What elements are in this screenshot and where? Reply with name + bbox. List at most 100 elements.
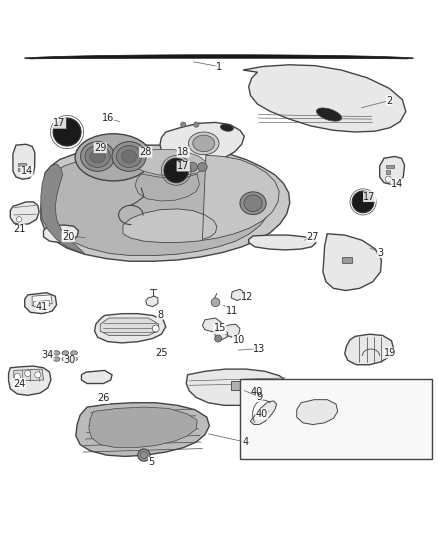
Circle shape	[14, 374, 20, 379]
Text: 34: 34	[42, 350, 54, 360]
Circle shape	[138, 449, 150, 461]
Bar	[18, 168, 26, 171]
Circle shape	[211, 298, 220, 306]
Text: 8: 8	[157, 310, 163, 319]
Polygon shape	[33, 301, 49, 306]
Text: 25: 25	[155, 348, 168, 358]
Ellipse shape	[244, 195, 262, 212]
Polygon shape	[41, 164, 85, 253]
Polygon shape	[215, 330, 228, 340]
Text: 17: 17	[364, 192, 376, 201]
Polygon shape	[160, 123, 244, 163]
Polygon shape	[25, 55, 413, 59]
Polygon shape	[123, 155, 279, 243]
Polygon shape	[249, 235, 316, 250]
Text: 11: 11	[226, 306, 238, 316]
Text: 30: 30	[64, 356, 76, 365]
Ellipse shape	[81, 142, 115, 171]
Ellipse shape	[173, 163, 185, 174]
Ellipse shape	[62, 357, 69, 361]
Polygon shape	[32, 295, 52, 306]
Text: 4: 4	[242, 437, 248, 447]
Polygon shape	[231, 289, 244, 301]
Circle shape	[385, 176, 392, 182]
Text: 17: 17	[177, 161, 189, 171]
Ellipse shape	[75, 134, 152, 181]
Polygon shape	[9, 366, 51, 395]
Text: 2: 2	[386, 95, 392, 106]
Bar	[18, 163, 26, 166]
Text: 13: 13	[253, 344, 265, 353]
Ellipse shape	[220, 124, 233, 131]
Ellipse shape	[90, 150, 105, 163]
Bar	[231, 381, 255, 390]
Circle shape	[215, 335, 222, 342]
Circle shape	[53, 118, 81, 146]
Ellipse shape	[193, 135, 215, 152]
Ellipse shape	[53, 357, 60, 361]
Circle shape	[164, 158, 188, 183]
Text: 19: 19	[384, 348, 396, 358]
Polygon shape	[81, 370, 112, 384]
Text: 26: 26	[97, 393, 110, 403]
Ellipse shape	[62, 351, 69, 355]
Ellipse shape	[187, 162, 198, 172]
Text: 10: 10	[233, 335, 245, 345]
Polygon shape	[89, 407, 197, 448]
Circle shape	[35, 372, 41, 378]
Polygon shape	[131, 145, 147, 153]
Text: 20: 20	[62, 232, 74, 242]
Polygon shape	[14, 369, 43, 381]
Text: 40: 40	[256, 409, 268, 419]
Polygon shape	[297, 400, 338, 425]
Text: 17: 17	[53, 118, 66, 128]
Text: 16: 16	[102, 113, 114, 123]
Text: 9: 9	[256, 392, 262, 401]
Text: 41: 41	[36, 302, 48, 312]
Ellipse shape	[317, 108, 342, 121]
Ellipse shape	[112, 142, 146, 171]
Polygon shape	[186, 369, 288, 405]
Ellipse shape	[198, 163, 207, 171]
Circle shape	[352, 191, 374, 213]
Polygon shape	[80, 143, 115, 151]
Text: 3: 3	[378, 247, 384, 257]
Text: 14: 14	[391, 179, 403, 189]
Text: 21: 21	[13, 224, 25, 235]
Polygon shape	[323, 234, 381, 290]
Text: 29: 29	[94, 143, 106, 153]
Bar	[386, 171, 390, 174]
Polygon shape	[95, 313, 166, 343]
Polygon shape	[134, 149, 206, 176]
Polygon shape	[49, 153, 272, 256]
Ellipse shape	[188, 132, 219, 155]
Polygon shape	[345, 334, 394, 365]
Ellipse shape	[53, 351, 60, 355]
Text: 40: 40	[251, 386, 263, 397]
Circle shape	[25, 370, 31, 376]
Circle shape	[194, 122, 199, 127]
Bar	[342, 257, 352, 263]
Ellipse shape	[71, 357, 78, 361]
Polygon shape	[41, 145, 290, 261]
Ellipse shape	[117, 146, 142, 167]
Polygon shape	[25, 293, 57, 313]
Text: 18: 18	[177, 147, 189, 157]
Polygon shape	[380, 157, 405, 184]
Polygon shape	[146, 296, 158, 306]
Text: 27: 27	[307, 232, 319, 242]
Polygon shape	[202, 318, 221, 332]
Polygon shape	[135, 174, 199, 201]
Ellipse shape	[240, 192, 266, 215]
Polygon shape	[11, 202, 39, 225]
Polygon shape	[43, 225, 78, 243]
Ellipse shape	[85, 146, 110, 167]
Text: 24: 24	[13, 378, 25, 389]
Polygon shape	[13, 144, 35, 179]
Ellipse shape	[121, 150, 137, 163]
Circle shape	[180, 122, 186, 127]
Bar	[386, 165, 394, 168]
Polygon shape	[223, 324, 240, 337]
Text: 7: 7	[62, 230, 68, 240]
Ellipse shape	[71, 351, 78, 355]
